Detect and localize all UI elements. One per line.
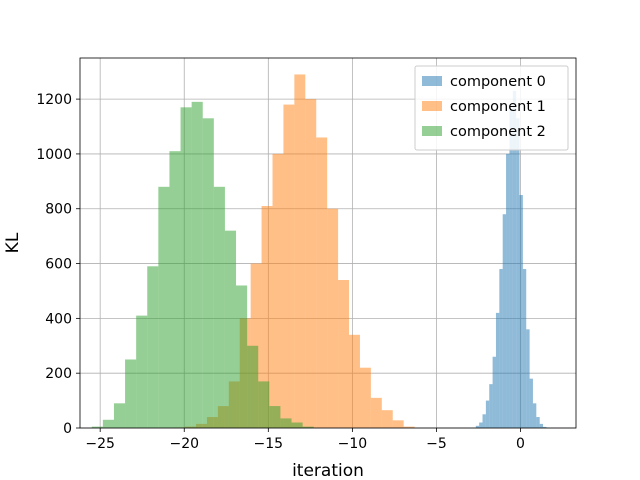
axis-ticks: −25 −20 −15 −10 −5 0 0 200 400 600 800 1000 1200	[36, 92, 525, 452]
x-axis-label: iteration	[292, 461, 364, 480]
x-tick-label: −25	[85, 436, 115, 452]
histogram-bar	[261, 206, 273, 428]
legend-label: component 2	[450, 124, 546, 140]
histogram-bar	[479, 422, 483, 428]
histogram-bar	[180, 107, 192, 428]
histogram-bar	[509, 110, 513, 429]
y-tick-label: 1000	[36, 147, 72, 163]
histogram-bar	[224, 230, 237, 428]
histogram-bar	[305, 99, 317, 428]
histogram-bar	[543, 426, 547, 428]
histogram-bar	[536, 417, 540, 428]
legend-label: component 0	[450, 74, 546, 90]
histogram-bar	[403, 426, 415, 428]
histogram-bar	[213, 186, 225, 428]
histogram-bar	[147, 266, 159, 428]
y-tick-label: 800	[45, 202, 72, 218]
histogram-bar	[136, 315, 148, 428]
x-tick-label: −10	[338, 436, 368, 452]
legend-box	[414, 65, 569, 151]
x-tick-label: −20	[169, 436, 199, 452]
histogram-bar	[258, 381, 270, 428]
histogram-bars	[91, 74, 550, 429]
y-tick-label: 600	[45, 257, 72, 273]
histogram-bar	[294, 74, 306, 428]
histogram-bar	[475, 425, 480, 428]
y-axis-label: KL	[3, 232, 23, 253]
histogram-bar	[482, 414, 486, 428]
histogram-bar	[247, 345, 259, 428]
series-0-bars	[475, 90, 550, 429]
histogram-bar	[349, 334, 360, 428]
histogram-bar	[113, 403, 126, 428]
histogram-bar	[519, 195, 523, 428]
histogram-bar	[327, 208, 339, 428]
histogram-bar	[392, 420, 404, 428]
histogram-bar	[291, 422, 303, 428]
y-tick-label: 200	[45, 366, 72, 382]
x-tick-label: −5	[426, 436, 447, 452]
histogram-bar	[302, 426, 314, 428]
histogram-bar	[499, 269, 503, 428]
histogram-bar	[502, 214, 507, 428]
histogram-bar	[338, 280, 350, 428]
histogram-bar	[495, 312, 500, 428]
histogram-bar	[512, 90, 517, 428]
plot-frame	[79, 57, 577, 429]
histogram-bar	[370, 397, 382, 428]
histogram-bar	[532, 403, 537, 428]
histogram-bar	[522, 269, 527, 428]
y-tick-label: 400	[45, 311, 72, 327]
histogram-bar	[158, 186, 170, 428]
histogram-bar	[489, 384, 493, 428]
series-2-bars	[91, 101, 314, 428]
histogram-bar	[539, 423, 544, 428]
y-tick-label: 1200	[36, 92, 72, 108]
x-tick-label: −15	[254, 436, 284, 452]
histogram-bar	[102, 419, 114, 428]
histogram-bar	[283, 104, 295, 428]
histogram-bar	[359, 367, 371, 428]
histogram-bar	[280, 418, 292, 428]
histogram-bar	[506, 153, 510, 429]
histogram-bar	[91, 426, 103, 428]
histogram-bar	[492, 356, 496, 428]
histogram-bar	[202, 118, 214, 428]
histogram-bar	[516, 118, 520, 428]
histogram-bar	[272, 153, 284, 429]
histogram-bar	[529, 378, 533, 428]
y-tick-label: 0	[63, 421, 72, 437]
histogram-bar	[526, 329, 530, 428]
histogram-bar	[269, 406, 281, 428]
x-tick-label: 0	[516, 436, 525, 452]
histogram-bar	[485, 400, 490, 428]
legend: component 0 component 1 component 2	[414, 65, 569, 151]
histogram-bar	[169, 151, 181, 428]
histogram-bar	[381, 410, 393, 428]
histogram-bar	[316, 137, 328, 428]
legend-swatch	[422, 76, 442, 86]
legend-label: component 1	[450, 99, 546, 115]
legend-swatch	[422, 126, 442, 136]
histogram-bar	[125, 359, 137, 428]
histogram-bar	[191, 101, 203, 428]
legend-swatch	[422, 101, 442, 111]
histogram-bar	[236, 285, 248, 428]
